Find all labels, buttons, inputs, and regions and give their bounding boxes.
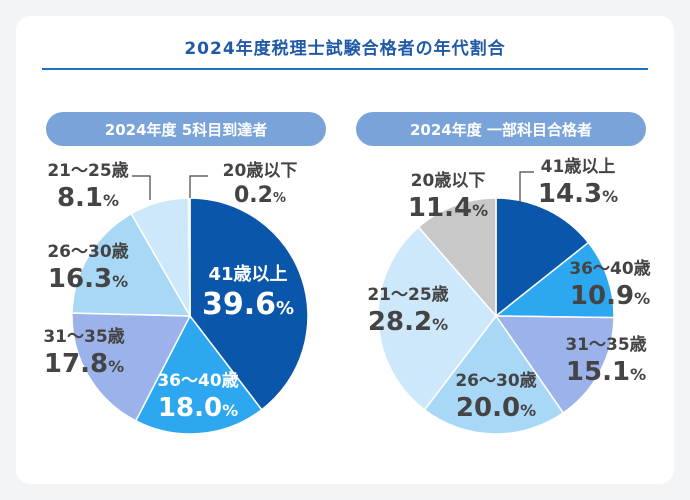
- unit-label: %: [432, 315, 448, 334]
- category-label-20-under: 20歳以下: [223, 160, 298, 181]
- pie-title-5-subjects: 2024年度 5科目到達者: [46, 112, 326, 146]
- unit-label: %: [602, 187, 618, 206]
- unit-label: %: [112, 272, 128, 291]
- slice-26-30: [423, 314, 565, 435]
- value-label-41-plus: 14.3%: [538, 179, 618, 209]
- category-label-26-30: 26～30歳: [455, 370, 536, 391]
- unit-label: %: [108, 357, 124, 376]
- category-label-36-40: 36～40歳: [157, 370, 238, 391]
- slice-36-40: [493, 241, 615, 319]
- slice-21-25: [377, 225, 497, 411]
- pie-title-partial-subjects: 2024年度 一部科目合格者: [356, 112, 646, 146]
- category-label-21-25: 21～25歳: [367, 284, 448, 305]
- unit-label: %: [634, 289, 650, 308]
- unit-label: %: [472, 201, 488, 220]
- value-label-20-under: 11.4%: [408, 193, 488, 223]
- leader-line-21-25: [132, 175, 151, 200]
- category-label-31-35: 31～35歳: [565, 334, 646, 355]
- slice-26-30: [71, 212, 192, 317]
- slice-31-35: [494, 315, 615, 414]
- category-label-26-30: 26～30歳: [47, 241, 128, 262]
- unit-label: %: [273, 191, 286, 206]
- unit-label: %: [520, 401, 536, 420]
- slice-20-under: [417, 197, 497, 319]
- category-label-41-plus: 41歳以上: [208, 264, 287, 285]
- value-label-36-40: 10.9%: [570, 281, 650, 311]
- leader-line-20-under: [189, 175, 208, 198]
- slice-41-plus: [495, 197, 590, 318]
- unit-label: %: [222, 401, 238, 420]
- category-label-41-plus: 41歳以上: [541, 156, 616, 177]
- leader-line-41-plus: [519, 171, 534, 204]
- value-label-21-25: 8.1%: [57, 183, 119, 213]
- category-label-31-35: 31～35歳: [43, 326, 124, 347]
- category-label-36-40: 36～40歳: [569, 258, 650, 279]
- value-label-21-25: 28.2%: [368, 307, 448, 337]
- pie-1: 41歳以上39.6%36～40歳18.0%31～35歳17.8%26～30歳16…: [43, 160, 309, 435]
- slice-36-40: [134, 314, 263, 435]
- value-label-31-35: 17.8%: [44, 349, 124, 379]
- value-label-31-35: 15.1%: [566, 357, 646, 387]
- slice-41-plus: [189, 197, 309, 411]
- category-label-21-25: 21～25歳: [47, 160, 128, 181]
- value-label-20-under: 0.2%: [234, 183, 286, 208]
- slice-31-35: [71, 312, 192, 422]
- unit-label: %: [276, 298, 294, 319]
- chart-main-title: 2024年度税理士試験合格者の年代割合: [184, 39, 506, 59]
- unit-label: %: [630, 365, 646, 384]
- unit-label: %: [103, 191, 119, 210]
- category-label-20-under: 20歳以下: [411, 170, 486, 191]
- title-divider: [42, 68, 648, 70]
